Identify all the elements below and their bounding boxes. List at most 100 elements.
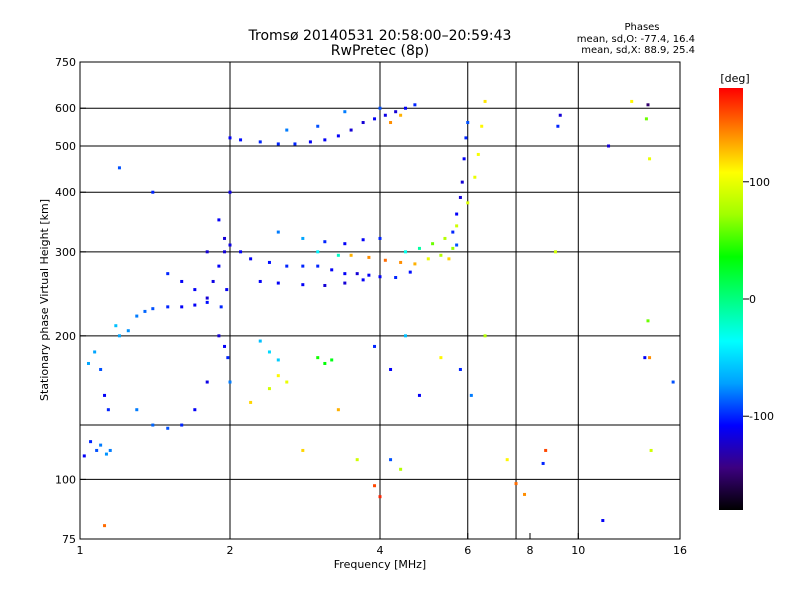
data-points: [82, 99, 675, 528]
data-point: [413, 103, 417, 107]
data-point: [403, 334, 407, 338]
data-point: [205, 296, 209, 300]
data-point: [217, 218, 221, 222]
data-point: [104, 452, 108, 456]
data-point: [223, 344, 227, 348]
data-point: [276, 142, 280, 146]
data-point: [556, 124, 560, 128]
data-point: [217, 334, 221, 338]
data-point: [95, 448, 99, 452]
data-point: [462, 157, 466, 161]
data-point: [217, 264, 221, 268]
data-point: [483, 99, 487, 103]
data-point: [205, 300, 209, 304]
data-point: [211, 279, 215, 283]
data-point: [451, 246, 455, 250]
data-point: [378, 495, 382, 499]
data-point: [343, 272, 347, 276]
data-point: [126, 329, 130, 333]
data-point: [417, 393, 421, 397]
data-point: [301, 236, 305, 240]
data-point: [258, 279, 262, 283]
x-tick-label: 8: [527, 544, 534, 557]
data-point: [166, 426, 170, 430]
colorbar: [719, 88, 743, 510]
data-point: [483, 334, 487, 338]
data-point: [336, 134, 340, 138]
data-point: [99, 443, 103, 447]
data-point: [267, 260, 271, 264]
data-point: [646, 103, 650, 107]
y-tick-label: 600: [55, 102, 76, 115]
data-point: [180, 279, 184, 283]
data-point: [431, 242, 435, 246]
x-tick-label: 6: [464, 544, 471, 557]
data-point: [93, 350, 97, 354]
data-point: [323, 361, 327, 365]
data-point: [514, 482, 518, 486]
data-point: [219, 305, 223, 309]
data-point: [249, 400, 253, 404]
data-point: [301, 283, 305, 287]
data-point: [228, 380, 232, 384]
data-point: [383, 113, 387, 117]
data-point: [394, 276, 398, 280]
data-point: [267, 350, 271, 354]
data-point: [316, 264, 320, 268]
data-point: [285, 264, 289, 268]
y-tick-label: 75: [62, 533, 76, 546]
data-point: [355, 272, 359, 276]
data-point: [151, 307, 155, 311]
data-point: [323, 138, 327, 142]
data-point: [389, 121, 393, 125]
data-point: [193, 288, 197, 292]
data-point: [89, 440, 93, 444]
data-point: [103, 393, 107, 397]
data-point: [373, 344, 377, 348]
data-point: [426, 257, 430, 261]
data-point: [276, 281, 280, 285]
data-point: [607, 144, 611, 148]
data-point: [361, 238, 365, 242]
chart-title: Tromsø 20140531 20:58:00–20:59:43: [248, 28, 512, 44]
y-tick-label: 500: [55, 140, 76, 153]
data-point: [399, 113, 403, 117]
data-point: [349, 128, 353, 132]
data-point: [143, 309, 147, 313]
data-point: [223, 250, 227, 254]
data-point: [473, 175, 477, 179]
data-point: [82, 454, 86, 458]
data-point: [106, 408, 110, 412]
data-point: [544, 448, 548, 452]
data-point: [103, 524, 107, 528]
data-point: [367, 273, 371, 277]
data-point: [648, 157, 652, 161]
data-point: [135, 408, 139, 412]
data-point: [285, 380, 289, 384]
data-point: [447, 257, 451, 261]
data-point: [316, 250, 320, 254]
data-point: [378, 106, 382, 110]
data-point: [408, 270, 412, 274]
data-point: [330, 358, 334, 362]
data-point: [373, 484, 377, 488]
data-point: [193, 408, 197, 412]
data-point: [541, 461, 545, 465]
data-point: [99, 367, 103, 371]
data-point: [383, 258, 387, 262]
data-point: [308, 140, 312, 144]
x-tick-label: 2: [227, 544, 234, 557]
data-point: [671, 380, 675, 384]
data-point: [258, 140, 262, 144]
data-point: [455, 224, 459, 228]
data-point: [117, 334, 121, 338]
data-point: [276, 374, 280, 378]
data-point: [166, 305, 170, 309]
data-point: [367, 255, 371, 259]
data-point: [373, 117, 377, 121]
data-point: [193, 303, 197, 307]
data-point: [323, 283, 327, 287]
data-point: [505, 458, 509, 462]
data-point: [86, 361, 90, 365]
x-tick-label: 4: [377, 544, 384, 557]
